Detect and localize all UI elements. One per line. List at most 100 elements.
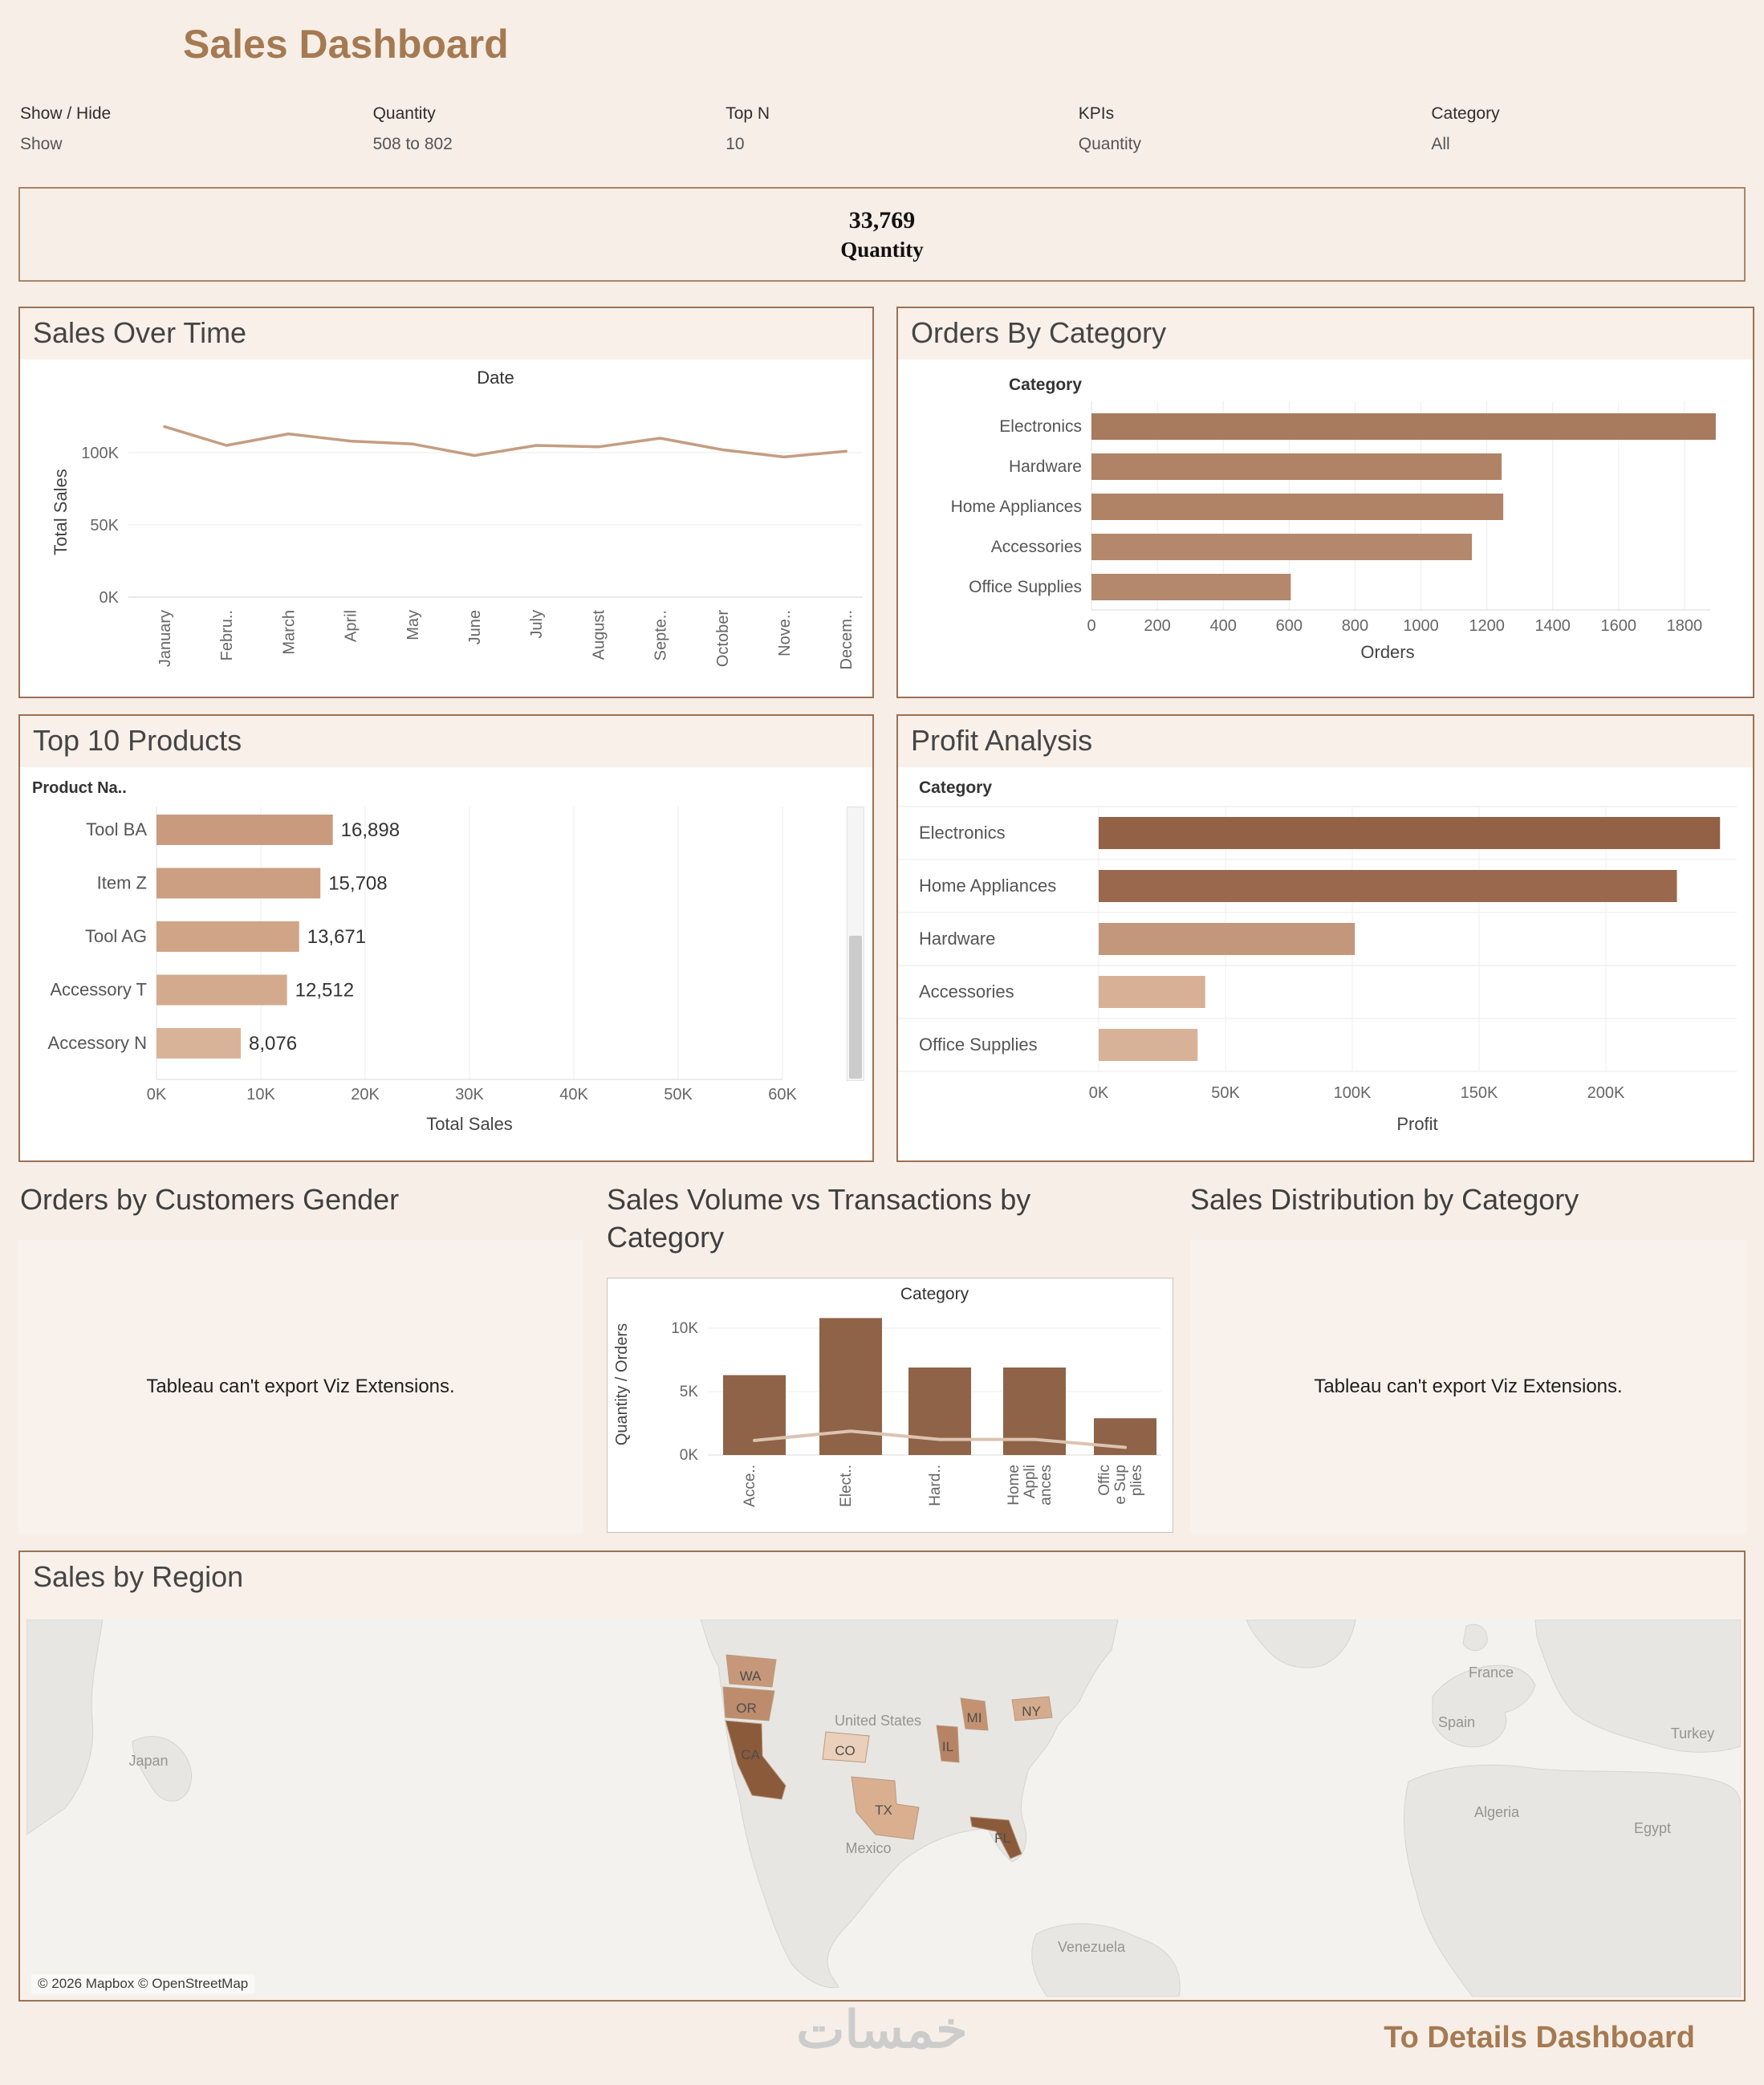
filter-top-n[interactable]: Top N 10	[705, 104, 1059, 154]
svg-text:200K: 200K	[1587, 1084, 1625, 1102]
to-details-dashboard-link[interactable]: To Details Dashboard	[1384, 2021, 1695, 2055]
svg-text:Profit: Profit	[1396, 1114, 1437, 1134]
svg-text:1800: 1800	[1667, 617, 1703, 635]
svg-text:50K: 50K	[90, 517, 119, 534]
svg-text:Office Supplies: Office Supplies	[919, 1034, 1038, 1055]
svg-text:Category: Category	[900, 1285, 969, 1303]
scrollbar-thumb[interactable]	[849, 936, 862, 1079]
svg-text:CO: CO	[835, 1743, 856, 1758]
svg-text:16,898: 16,898	[341, 819, 400, 841]
svg-text:1400: 1400	[1534, 617, 1571, 635]
kpi-label: Quantity	[840, 237, 924, 262]
svg-text:Algeria: Algeria	[1474, 1804, 1520, 1820]
svg-text:Accessory N: Accessory N	[48, 1033, 147, 1053]
viz-extension-note: Tableau can't export Viz Extensions.	[146, 1376, 455, 1397]
svg-text:OR: OR	[736, 1701, 757, 1716]
top-products-scrollbar[interactable]	[847, 807, 864, 1081]
svg-text:8,076: 8,076	[249, 1033, 297, 1055]
svg-text:Home Appliances: Home Appliances	[951, 498, 1082, 516]
svg-text:Egypt: Egypt	[1634, 1820, 1671, 1836]
svg-text:60K: 60K	[768, 1086, 797, 1103]
top-products-bar-chart[interactable]: Product Na.. 0K 10K 20K 30K 40K 50K 60K Tool BA 1…	[20, 767, 872, 1160]
profit-analysis-chart-area: Category 0K 50K 100K 150K 200K Electronics Home…	[898, 767, 1753, 1160]
svg-text:Septe..: Septe..	[652, 610, 670, 660]
filter-kpis[interactable]: KPIs Quantity	[1059, 104, 1412, 154]
world-map[interactable]: WA OR CA CO TX MI IL NY FL Japan United States Mexi…	[26, 1620, 1741, 1997]
svg-text:NY: NY	[1022, 1704, 1041, 1719]
map-attribution[interactable]: © 2026 Mapbox © OpenStreetMap	[31, 1974, 255, 1994]
region-map[interactable]: WA OR CA CO TX MI IL NY FL Japan United States Mexi…	[26, 1620, 1741, 1997]
svg-text:1000: 1000	[1403, 617, 1439, 635]
svg-text:Total Sales: Total Sales	[426, 1114, 513, 1134]
filter-label: KPIs	[1078, 104, 1115, 123]
filter-category[interactable]: Category All	[1411, 104, 1764, 154]
svg-text:Date: Date	[477, 368, 514, 388]
svg-text:January: January	[156, 610, 174, 667]
svg-text:400: 400	[1210, 617, 1237, 635]
svg-text:12,512: 12,512	[295, 980, 354, 1002]
svg-text:Acce..: Acce..	[742, 1465, 758, 1507]
svg-text:Orders: Orders	[1360, 642, 1414, 662]
kpi-card: 33,769 Quantity	[18, 187, 1746, 282]
filter-bar: Show / Hide Show Quantity 508 to 802 Top…	[0, 104, 1764, 154]
panel-title: Profit Analysis	[911, 724, 1093, 757]
volume-vs-transactions-combo-chart[interactable]: Category 0K 5K 10K Quantity / Orders Acce.. El…	[608, 1278, 1171, 1530]
svg-text:Turkey: Turkey	[1671, 1725, 1714, 1742]
svg-text:Product Na..: Product Na..	[32, 779, 127, 797]
sales-over-time-chart-area: Date 0K 50K 100K Total Sales January Febru.. Ma…	[20, 360, 872, 697]
svg-text:HomeAppliances: HomeAppliances	[1006, 1465, 1055, 1506]
svg-text:Febru..: Febru..	[218, 610, 236, 660]
svg-text:200: 200	[1144, 617, 1170, 635]
panel-title: Sales Over Time	[33, 316, 247, 349]
svg-text:Accessories: Accessories	[919, 982, 1014, 1002]
svg-text:100K: 100K	[81, 445, 119, 462]
svg-text:July: July	[528, 610, 546, 639]
svg-text:Office Supplies: Office Supplies	[969, 578, 1082, 596]
filter-value[interactable]: All	[1431, 135, 1450, 153]
svg-text:1200: 1200	[1469, 617, 1505, 635]
watermark-logo: خمسات	[796, 2001, 968, 2059]
filter-show-hide[interactable]: Show / Hide Show	[0, 104, 353, 154]
svg-text:Tool AG: Tool AG	[85, 926, 147, 946]
sales-over-time-line-chart[interactable]: Date 0K 50K 100K Total Sales January Febru.. Ma…	[20, 360, 872, 697]
top-products-chart-area: Product Na.. 0K 10K 20K 30K 40K 50K 60K Tool BA 1…	[20, 767, 872, 1160]
svg-text:March: March	[280, 610, 298, 655]
filter-quantity[interactable]: Quantity 508 to 802	[353, 104, 706, 154]
filter-value[interactable]: 508 to 802	[372, 135, 453, 153]
svg-text:May: May	[404, 610, 422, 640]
svg-text:FL: FL	[994, 1831, 1010, 1846]
panel-title: Sales by Region	[33, 1560, 244, 1593]
panel-top-10-products: Top 10 Products Product Na.. 0K 10K 20K 30K 4…	[18, 714, 874, 1162]
panel-sales-over-time: Sales Over Time Date 0K 50K 100K Total Sales…	[18, 307, 874, 698]
svg-text:Accessories: Accessories	[991, 538, 1082, 556]
filter-value[interactable]: Quantity	[1078, 135, 1141, 153]
svg-text:Nove..: Nove..	[776, 610, 794, 656]
section-title-distribution: Sales Distribution by Category	[1190, 1183, 1579, 1216]
svg-text:IL: IL	[942, 1739, 953, 1754]
profit-analysis-bar-chart[interactable]: Category 0K 50K 100K 150K 200K Electronics Home…	[898, 767, 1753, 1160]
svg-text:20K: 20K	[351, 1086, 380, 1103]
svg-text:October: October	[714, 610, 732, 667]
panel-sales-by-region: Sales by Region WA OR CA CO TX MI IL NY FL Japan U…	[18, 1551, 1746, 2002]
orders-by-category-chart-area: Category 0 200 400 600 800 1000 1200 1400 1600 180…	[898, 360, 1753, 697]
svg-text:Category: Category	[1009, 376, 1082, 394]
svg-text:CA: CA	[741, 1747, 760, 1762]
svg-text:1600: 1600	[1601, 617, 1637, 635]
orders-by-category-bar-chart[interactable]: Category 0 200 400 600 800 1000 1200 1400 1600 180…	[898, 360, 1753, 697]
svg-text:15,708: 15,708	[328, 873, 387, 895]
svg-text:Hardware: Hardware	[1009, 457, 1082, 476]
svg-text:0K: 0K	[680, 1447, 699, 1464]
svg-text:Venezuela: Venezuela	[1058, 1939, 1126, 1955]
svg-text:Japan: Japan	[128, 1753, 168, 1769]
volume-vs-transactions-chart-box: Category 0K 5K 10K Quantity / Orders Acce.. El…	[607, 1278, 1173, 1533]
svg-text:Spain: Spain	[1438, 1714, 1475, 1730]
filter-value[interactable]: 10	[726, 135, 745, 153]
svg-text:Home Appliances: Home Appliances	[919, 876, 1056, 896]
panel-orders-by-category: Orders By Category Category 0 200 400 600 800…	[896, 307, 1754, 698]
svg-text:Elect..: Elect..	[838, 1465, 855, 1507]
svg-text:30K: 30K	[455, 1086, 484, 1103]
svg-text:0K: 0K	[100, 589, 120, 607]
svg-text:MI: MI	[967, 1710, 982, 1725]
filter-value[interactable]: Show	[20, 135, 63, 153]
filter-label: Quantity	[372, 104, 436, 123]
